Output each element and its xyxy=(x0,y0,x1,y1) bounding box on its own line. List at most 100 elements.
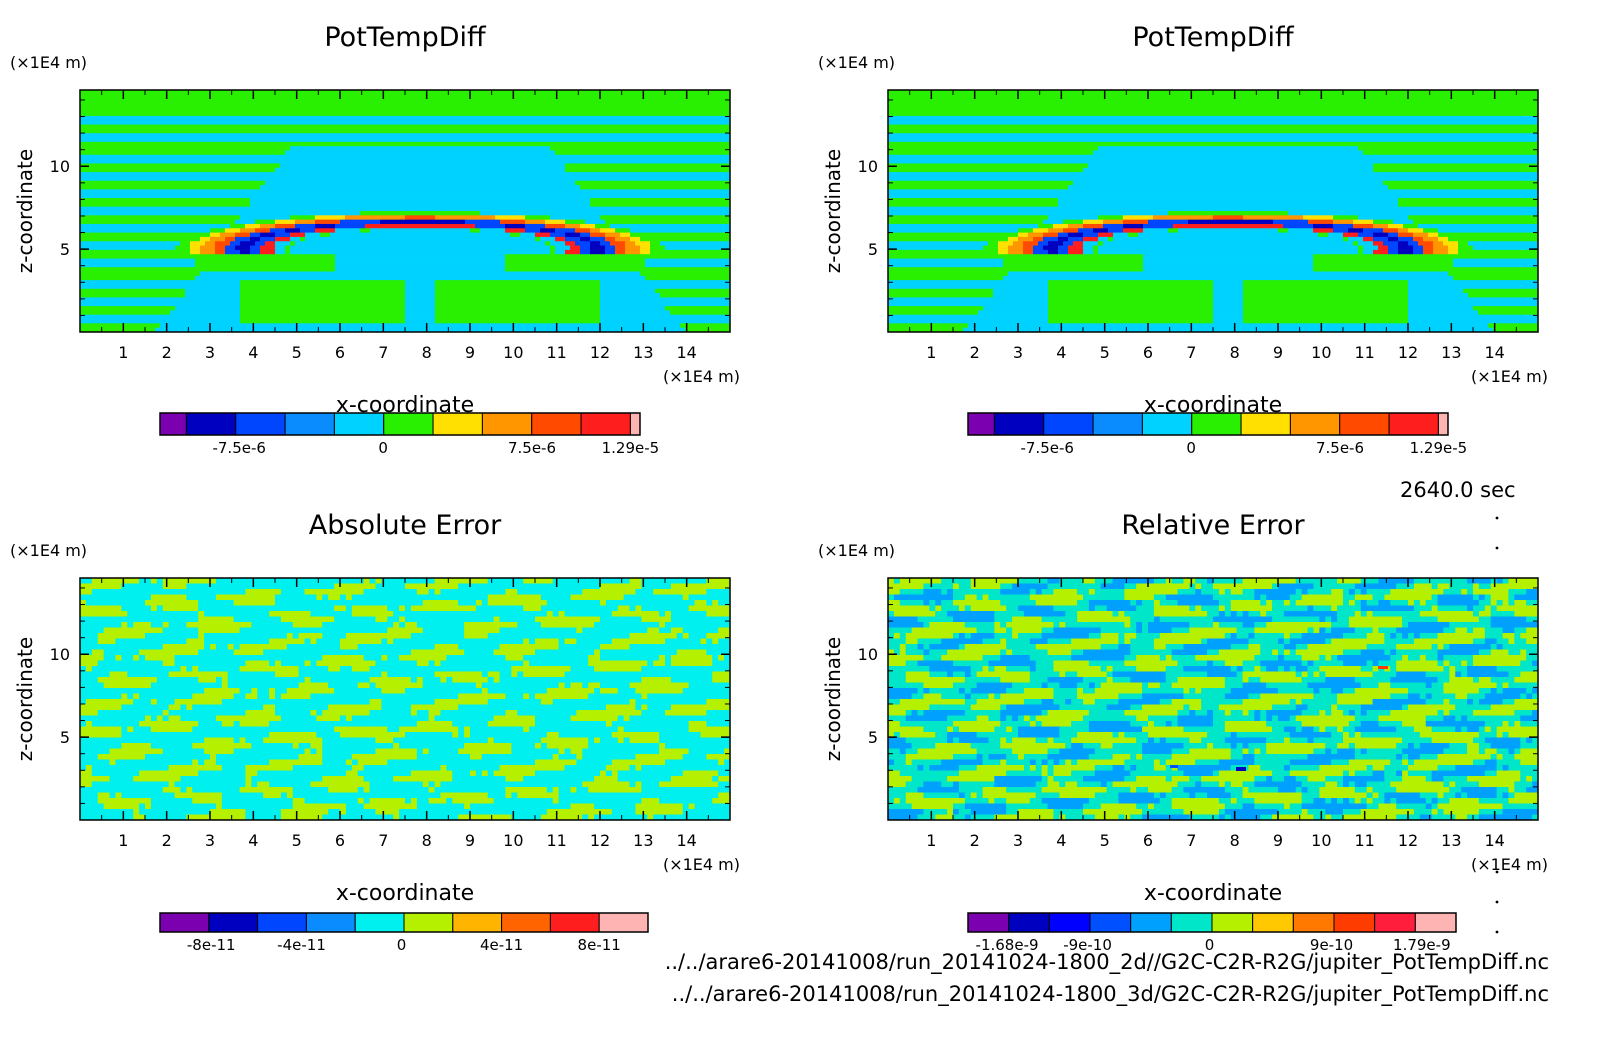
x-tick-label: 13 xyxy=(1441,343,1461,362)
heatmap-field xyxy=(888,578,1539,821)
plot-bottom-left: Absolute Error(×1E4 m)1 2 3 4 5 6 7 8 9 10 11 12 13 1… xyxy=(10,510,740,954)
colorbar-label: 4e-11 xyxy=(480,936,523,954)
colorbar-label: -8e-11 xyxy=(187,936,236,954)
y-axis-label: z-coordinate xyxy=(821,149,845,273)
x-unit-label: (×1E4 m) xyxy=(663,855,740,874)
x-tick-label: 9 xyxy=(465,831,475,850)
x-tick-label: 7 xyxy=(1186,343,1196,362)
x-tick-label: 14 xyxy=(676,343,696,362)
chart-title: Relative Error xyxy=(1121,510,1305,541)
x-tick-label: 12 xyxy=(590,343,610,362)
y-tick-label: 5 xyxy=(868,240,878,259)
y-unit-label: (×1E4 m) xyxy=(10,541,87,560)
x-tick-label: 8 xyxy=(422,831,432,850)
x-tick-label: 4 xyxy=(1056,343,1066,362)
x-tick-label: 5 xyxy=(1100,343,1110,362)
x-tick-label: 1 xyxy=(118,831,128,850)
plot-top-left: PotTempDiff(×1E4 m)1 2 3 4 5 6 7 8 9 10 11 12 13 1451… xyxy=(10,22,740,457)
x-tick-label: 12 xyxy=(1398,343,1418,362)
x-tick-label: 13 xyxy=(1441,831,1461,850)
x-tick-label: 10 xyxy=(503,343,523,362)
colorbar: -1.68e-9 -9e-10 0 9e-10 1.79e-9 xyxy=(967,912,1457,954)
x-tick-label: 2 xyxy=(162,343,172,362)
x-tick-label: 3 xyxy=(1013,343,1023,362)
colorbar-label: 7.5e-6 xyxy=(1316,439,1364,457)
y-tick-label: 10 xyxy=(858,645,878,664)
x-tick-label: 10 xyxy=(1311,343,1331,362)
footer-file-2d: ../../arare6-20141008/run_20141024-1800_… xyxy=(665,950,1549,974)
x-tick-label: 6 xyxy=(335,831,345,850)
x-tick-label: 3 xyxy=(205,343,215,362)
y-axis-label: z-coordinate xyxy=(821,637,845,761)
colorbar-label: 0 xyxy=(378,439,388,457)
colorbar-label: -4e-11 xyxy=(277,936,326,954)
y-tick-label: 5 xyxy=(60,240,70,259)
x-tick-label: 3 xyxy=(1013,831,1023,850)
colorbar-label: 0 xyxy=(1205,936,1215,954)
x-tick-label: 13 xyxy=(633,831,653,850)
colorbar-label: 0 xyxy=(1186,439,1196,457)
x-tick-label: 8 xyxy=(1230,343,1240,362)
x-unit-label: (×1E4 m) xyxy=(663,367,740,386)
x-tick-label: 6 xyxy=(335,343,345,362)
colorbar-label: 0 xyxy=(397,936,407,954)
colorbar: -8e-11 -4e-11 0 4e-11 8e-11 xyxy=(159,912,649,954)
colorbar-label: -1.68e-9 xyxy=(976,936,1039,954)
chart-title: PotTempDiff xyxy=(1132,22,1295,53)
x-tick-label: 7 xyxy=(378,343,388,362)
x-tick-label: 2 xyxy=(970,831,980,850)
x-tick-label: 12 xyxy=(590,831,610,850)
colorbar-label: -7.5e-6 xyxy=(212,439,265,457)
y-axis-label: z-coordinate xyxy=(13,149,37,273)
colorbar-label: 1.79e-9 xyxy=(1393,936,1451,954)
y-axis-label: z-coordinate xyxy=(13,637,37,761)
edge-dot xyxy=(1495,546,1499,550)
x-tick-label: 5 xyxy=(292,343,302,362)
x-tick-label: 5 xyxy=(1100,831,1110,850)
x-tick-label: 11 xyxy=(1354,831,1374,850)
x-tick-label: 11 xyxy=(1354,343,1374,362)
x-tick-label: 8 xyxy=(422,343,432,362)
colorbar-label: -7.5e-6 xyxy=(1020,439,1073,457)
colorbar-label: 1.29e-5 xyxy=(602,439,660,457)
x-tick-label: 4 xyxy=(248,343,258,362)
x-tick-label: 3 xyxy=(205,831,215,850)
y-unit-label: (×1E4 m) xyxy=(818,53,895,72)
x-tick-label: 8 xyxy=(1230,831,1240,850)
y-unit-label: (×1E4 m) xyxy=(818,541,895,560)
x-tick-label: 1 xyxy=(118,343,128,362)
footer-file-3d: ../../arare6-20141008/run_20141024-1800_… xyxy=(672,982,1549,1006)
x-unit-label: (×1E4 m) xyxy=(1471,367,1548,386)
y-tick-label: 10 xyxy=(858,157,878,176)
x-tick-label: 2 xyxy=(162,831,172,850)
x-unit-label: (×1E4 m) xyxy=(1471,855,1548,874)
heatmap-field xyxy=(888,90,1539,333)
edge-dot xyxy=(1495,870,1499,874)
edge-dot xyxy=(1495,900,1499,904)
x-axis-label: x-coordinate xyxy=(1144,881,1282,906)
x-tick-label: 4 xyxy=(248,831,258,850)
heatmap-field xyxy=(80,90,731,333)
plot-top-right: PotTempDiff(×1E4 m)1 2 3 4 5 6 7 8 9 10 11 12 13 1451… xyxy=(818,22,1548,457)
y-unit-label: (×1E4 m) xyxy=(10,53,87,72)
colorbar-label: 7.5e-6 xyxy=(508,439,556,457)
colorbar-label: -9e-10 xyxy=(1063,936,1112,954)
y-tick-label: 10 xyxy=(50,157,70,176)
x-tick-label: 11 xyxy=(546,831,566,850)
x-tick-label: 11 xyxy=(546,343,566,362)
edge-dot xyxy=(1495,930,1499,934)
colorbar-label: 1.29e-5 xyxy=(1410,439,1468,457)
colorbar-label: 9e-10 xyxy=(1310,936,1353,954)
colorbar: -7.5e-6 0 7.5e-6 1.29e-5 xyxy=(967,412,1468,457)
x-tick-label: 6 xyxy=(1143,343,1153,362)
x-tick-label: 13 xyxy=(633,343,653,362)
x-tick-label: 9 xyxy=(465,343,475,362)
colorbar: -7.5e-6 0 7.5e-6 1.29e-5 xyxy=(159,412,660,457)
x-tick-label: 7 xyxy=(378,831,388,850)
y-tick-label: 5 xyxy=(60,728,70,747)
x-tick-label: 2 xyxy=(970,343,980,362)
x-tick-label: 10 xyxy=(503,831,523,850)
chart-title: PotTempDiff xyxy=(324,22,487,53)
heatmap-field xyxy=(80,578,731,821)
x-tick-label: 14 xyxy=(1484,343,1504,362)
